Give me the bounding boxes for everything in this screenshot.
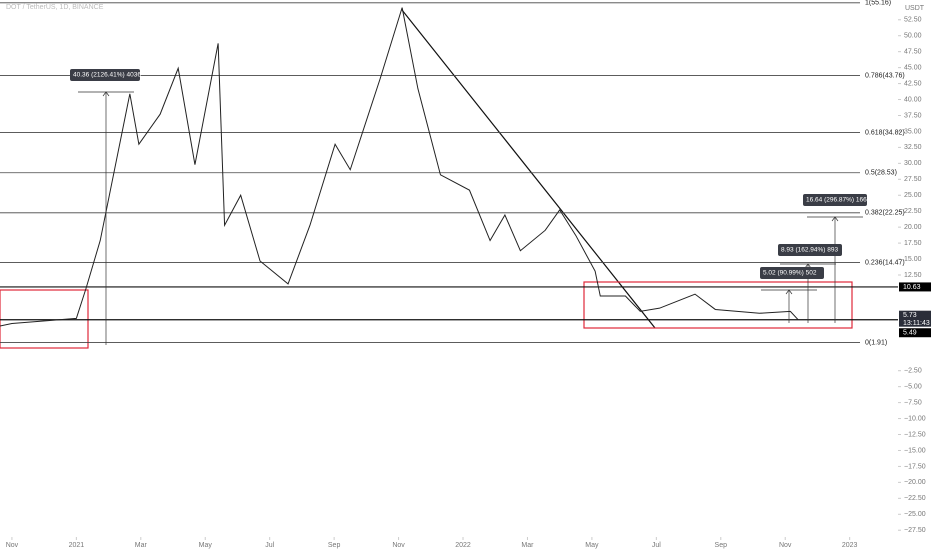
y-tick-label: −7.50 xyxy=(904,399,922,406)
y-tick-label: 25.00 xyxy=(904,192,922,199)
x-tick-label: 2022 xyxy=(455,542,471,549)
range-box xyxy=(0,289,89,349)
x-tick-label: Jul xyxy=(265,542,274,549)
measure-label: 40.36 (2126.41%) 4036 xyxy=(73,72,141,79)
x-tick-label: 2023 xyxy=(842,542,858,549)
y-tick-label: 12.50 xyxy=(904,272,922,279)
y-tick-label: −17.50 xyxy=(904,463,926,470)
y-tick-label: 37.50 xyxy=(904,112,922,119)
x-tick-label: Mar xyxy=(135,542,148,549)
y-tick-label: 40.00 xyxy=(904,96,922,103)
x-tick-label: Jul xyxy=(652,542,661,549)
x-tick-label: Mar xyxy=(521,542,534,549)
x-tick-label: May xyxy=(585,542,599,549)
y-tick-label: 45.00 xyxy=(904,64,922,71)
measure-label: 8.93 (162.94%) 893 xyxy=(781,247,838,254)
y-tick-label: 32.50 xyxy=(904,144,922,151)
fib-label: 0.236(14.47) xyxy=(865,259,905,266)
y-tick-label: 47.50 xyxy=(904,49,922,56)
measure-box xyxy=(778,244,842,256)
fib-label: 0.5(28.53) xyxy=(865,170,897,177)
y-tick-label: 42.50 xyxy=(904,80,922,87)
y-tick-label: 52.50 xyxy=(904,17,922,24)
y-tick-label: 20.00 xyxy=(904,224,922,231)
range-box xyxy=(583,281,853,329)
fib-label: 0.786(43.76) xyxy=(865,72,905,79)
measure-label: 16.64 (296.87%) 1664 xyxy=(806,197,871,204)
x-tick-label: Sep xyxy=(328,542,341,549)
y-tick-label: −10.00 xyxy=(904,415,926,422)
measure-box xyxy=(760,267,824,279)
y-tick-label: −2.50 xyxy=(904,368,922,375)
measure-box xyxy=(70,69,140,81)
y-tick-label: 15.00 xyxy=(904,256,922,263)
price-tag-label: 10.63 xyxy=(903,284,921,291)
y-tick-label: −22.50 xyxy=(904,495,926,502)
price-tag xyxy=(899,310,931,327)
measure-label: 5.02 (90.99%) 502 xyxy=(763,270,817,277)
price-tag-label: 5.73 xyxy=(903,312,917,319)
countdown: 13:11:43 xyxy=(903,320,930,327)
y-tick-label: −12.50 xyxy=(904,431,926,438)
fib-label: 0.618(34.82) xyxy=(865,129,905,136)
y-tick-label: −20.00 xyxy=(904,479,926,486)
fib-label: 1(55.16) xyxy=(865,0,891,7)
trend-line xyxy=(401,9,656,329)
fib-label: 0.382(22.25) xyxy=(865,210,905,217)
price-tag xyxy=(899,282,931,292)
measure-box xyxy=(803,194,867,206)
price-tag xyxy=(899,328,931,338)
y-tick-label: −5.00 xyxy=(904,384,922,391)
x-tick-label: May xyxy=(199,542,213,549)
x-tick-label: 2021 xyxy=(69,542,85,549)
y-tick-label: 17.50 xyxy=(904,240,922,247)
y-tick-label: −27.50 xyxy=(904,527,926,534)
x-tick-label: Nov xyxy=(779,542,792,549)
x-tick-label: Sep xyxy=(715,542,728,549)
y-tick-label: −25.00 xyxy=(904,511,926,518)
y-tick-label: 22.50 xyxy=(904,208,922,215)
x-tick-label: Nov xyxy=(392,542,405,549)
y-tick-label: −15.00 xyxy=(904,447,926,454)
price-line-series xyxy=(0,7,799,327)
currency: USDT xyxy=(905,5,925,12)
price-tag-label: 5.49 xyxy=(903,330,917,337)
y-tick-label: 30.00 xyxy=(904,160,922,167)
x-tick-label: Nov xyxy=(6,542,19,549)
y-tick-label: 27.50 xyxy=(904,176,922,183)
y-tick-label: 50.00 xyxy=(904,33,922,40)
chart-title: DOT / TetherUS, 1D, BINANCE xyxy=(6,4,104,11)
fib-label: 0(1.91) xyxy=(865,339,887,346)
y-tick-label: 35.00 xyxy=(904,128,922,135)
